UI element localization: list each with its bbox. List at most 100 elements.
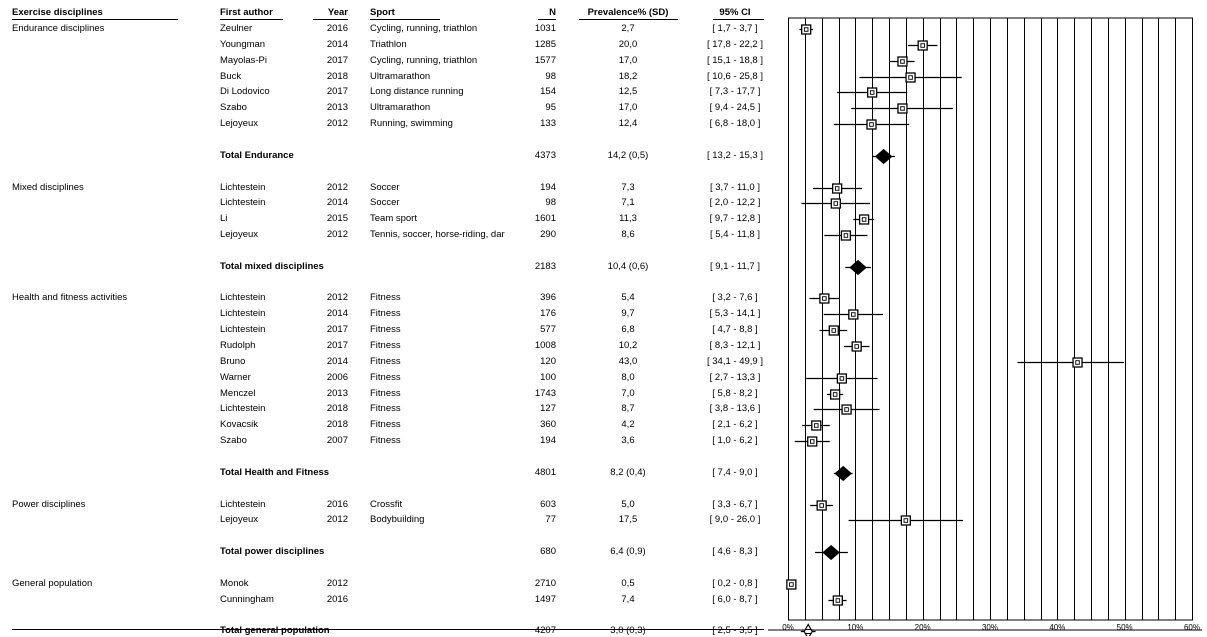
total-ci: [ 9,1 - 11,7 ] [710, 260, 760, 272]
study-year: 2007 [326, 435, 348, 447]
study-prevalence: 4,2 [621, 419, 635, 431]
study-ci: [ 3,2 - 7,6 ] [712, 292, 758, 304]
study-marker [851, 341, 862, 352]
study-sport: Team sport [370, 213, 417, 225]
study-marker-inner [789, 582, 794, 587]
study-prevalence: 12,4 [618, 118, 638, 130]
study-marker [858, 214, 870, 225]
study-prevalence: 3,6 [621, 435, 635, 447]
study-sport: Soccer [370, 181, 400, 193]
study-ci: [ 17,8 - 22,2 ] [707, 38, 763, 50]
study-ci: [ 9,7 - 12,8 ] [709, 213, 761, 225]
study-ci: [ 3,3 - 6,7 ] [712, 498, 758, 510]
study-marker-inner [903, 518, 909, 523]
total-label: Total mixed disciplines [220, 260, 324, 272]
header-ci: 95% CI [719, 7, 751, 18]
study-prevalence: 7,0 [621, 387, 635, 399]
study-author: Youngman [220, 38, 266, 50]
x-tick-label: 50% [1117, 623, 1133, 632]
study-sport: Triathlon [370, 38, 407, 50]
x-tick-label: 40% [1049, 623, 1065, 632]
study-n: 176 [540, 308, 556, 320]
study-marker-inner [869, 122, 874, 127]
study-author: Di Lodovico [220, 86, 270, 98]
study-prevalence: 5,0 [621, 498, 635, 510]
header-n: N [549, 7, 556, 18]
study-ci: [ 4,7 - 8,8 ] [712, 324, 758, 336]
group-name: Health and fitness activities [12, 292, 128, 304]
study-marker-inner [900, 59, 905, 64]
study-prevalence: 7,1 [621, 197, 635, 209]
study-marker [832, 595, 843, 606]
total-prevalence: 3,0 (0,3) [610, 625, 646, 637]
study-year: 2012 [326, 292, 348, 304]
x-tick-label: 30% [982, 623, 998, 632]
study-sport: Fitness [370, 308, 401, 320]
study-n: 2710 [534, 577, 556, 589]
study-prevalence: 43,0 [618, 355, 638, 367]
study-prevalence: 7,3 [621, 181, 635, 193]
study-marker-inner [822, 296, 827, 301]
study-year: 2018 [326, 419, 348, 431]
study-ci: [ 15,1 - 18,8 ] [707, 54, 763, 66]
total-label: Total general population [220, 625, 330, 637]
study-author: Lichtestein [220, 197, 266, 209]
study-n: 360 [540, 419, 556, 431]
study-marker [917, 40, 928, 51]
total-n: 4373 [534, 149, 556, 161]
study-year: 2012 [326, 514, 348, 526]
study-sport: Fitness [370, 403, 401, 415]
study-author: Zeulner [220, 23, 253, 34]
study-ci: [ 34,1 - 49,9 ] [707, 355, 763, 367]
study-n: 1008 [534, 340, 556, 351]
study-n: 1031 [534, 23, 556, 34]
study-ci: [ 2,1 - 6,2 ] [712, 419, 758, 431]
study-author: Lejoyeux [220, 514, 259, 526]
study-year: 2014 [326, 308, 348, 320]
study-marker-inner [1075, 360, 1080, 365]
study-marker [897, 103, 908, 114]
study-ci: [ 0,2 - 0,8 ] [712, 577, 758, 589]
study-ci: [ 9,4 - 24,5 ] [709, 102, 761, 114]
study-n: 577 [540, 324, 556, 336]
group-name: Endurance disciplines [12, 23, 105, 34]
study-prevalence: 8,0 [621, 371, 635, 383]
study-n: 194 [540, 435, 556, 447]
study-marker-inner [839, 376, 845, 381]
total-diamond [834, 465, 852, 482]
study-marker-inner [835, 598, 841, 603]
study-sport: Ultramarathon [370, 70, 431, 82]
study-ci: [ 2,7 - 13,3 ] [709, 371, 761, 383]
study-marker [832, 183, 843, 194]
header-underline [579, 19, 678, 20]
total-ci: [ 7,4 - 9,0 ] [712, 466, 758, 478]
study-author: Menczel [220, 387, 256, 399]
study-n: 133 [540, 118, 556, 130]
study-n: 154 [540, 86, 556, 98]
study-ci: [ 6,8 - 18,0 ] [709, 118, 761, 130]
study-marker [786, 579, 797, 590]
study-year: 2015 [326, 213, 348, 225]
study-author: Lichtestein [220, 308, 266, 320]
total-prevalence: 8,2 (0,4) [610, 466, 646, 478]
study-marker [807, 436, 818, 447]
study-n: 127 [540, 403, 556, 415]
study-sport: Fitness [370, 435, 401, 447]
total-diamond [874, 148, 893, 165]
study-year: 2012 [326, 577, 348, 589]
total-diamond-open [803, 623, 813, 636]
header-underline [370, 19, 440, 20]
study-year: 2017 [326, 86, 348, 98]
total-ci: [ 4,6 - 8,3 ] [712, 546, 758, 558]
study-n: 77 [545, 514, 556, 526]
total-ci: [ 2,5 - 3,5 ] [712, 625, 758, 637]
study-marker [900, 515, 911, 526]
header-underline [313, 19, 348, 20]
study-year: 2018 [326, 403, 348, 415]
total-prevalence: 10,4 (0,6) [607, 260, 649, 272]
header-underline [713, 19, 764, 20]
study-prevalence: 6,8 [621, 324, 635, 336]
total-prevalence: 6,4 (0,9) [610, 546, 646, 558]
study-n: 603 [540, 498, 556, 510]
study-marker-inner [908, 75, 913, 80]
